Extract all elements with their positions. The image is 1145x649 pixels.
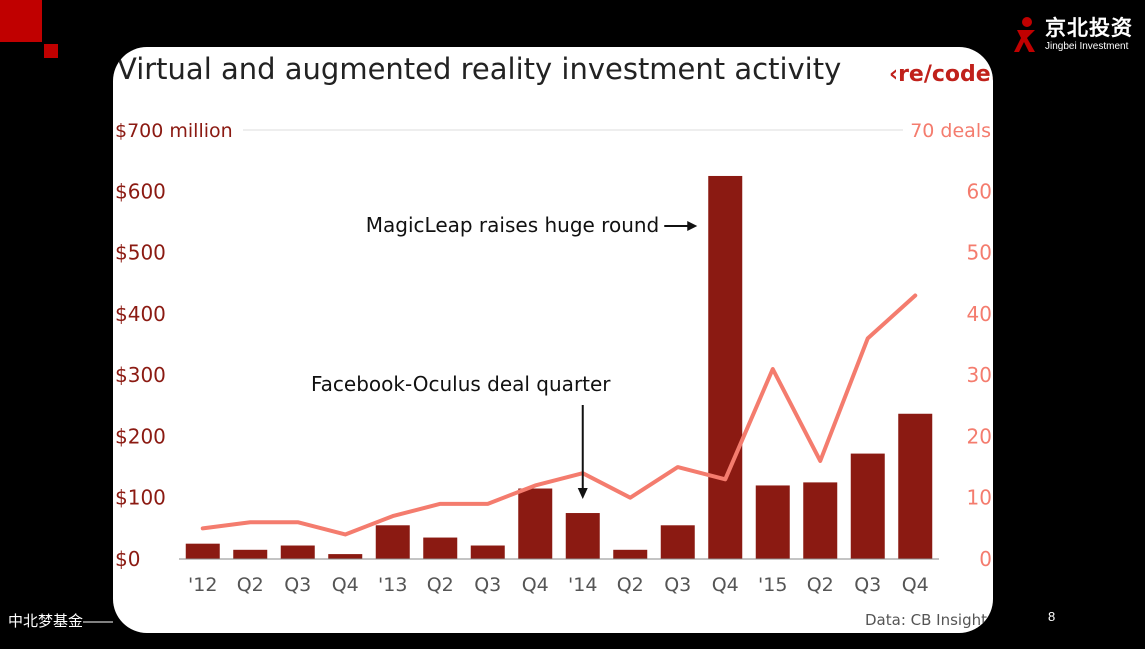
bar [565, 513, 600, 559]
logo-name-en: Jingbei Investment [1045, 41, 1129, 52]
x-tick-label: Q4 [522, 574, 549, 596]
bar [613, 549, 648, 559]
x-tick-label: Q3 [474, 574, 501, 596]
bar [850, 453, 885, 559]
bar [803, 482, 838, 559]
bar [280, 545, 315, 559]
annotation-oculus: Facebook-Oculus deal quarter [311, 372, 611, 396]
bar [470, 545, 505, 559]
footer-text: 中北梦基金—— [8, 613, 114, 630]
left-tick-label: $600 [115, 179, 166, 203]
x-tick-label: '12 [188, 574, 217, 596]
logo-mark-icon [1014, 17, 1035, 52]
annotation-magicleap: MagicLeap raises huge round [366, 213, 659, 237]
left-tick-label: $200 [115, 424, 166, 448]
x-tick-label: Q2 [807, 574, 834, 596]
bar [233, 549, 268, 559]
bar [328, 554, 363, 559]
right-axis-top-label: 70 deals [910, 120, 991, 142]
corner-block-small [44, 44, 58, 58]
x-tick-label: '15 [758, 574, 787, 596]
bar [518, 488, 553, 559]
corner-block-large [0, 0, 42, 42]
x-tick-label: '14 [568, 574, 597, 596]
brand-label: ‹re/code› [889, 62, 993, 87]
source-label: Data: CB Insights [865, 611, 993, 629]
left-tick-label: $0 [115, 547, 140, 571]
x-tick-label: Q2 [237, 574, 264, 596]
investment-chart: Virtual and augmented reality investment… [115, 52, 993, 629]
right-tick-label: 50 [967, 241, 992, 265]
left-tick-label: $500 [115, 241, 166, 265]
bar [185, 543, 220, 559]
x-tick-label: Q4 [712, 574, 739, 596]
bar [755, 485, 790, 559]
right-tick-label: 30 [967, 363, 992, 387]
right-tick-label: 60 [967, 179, 992, 203]
right-tick-label: 10 [967, 486, 992, 510]
x-tick-label: '13 [378, 574, 407, 596]
annotation-arrowhead-magicleap [687, 221, 698, 231]
chart-title: Virtual and augmented reality investment… [117, 52, 841, 86]
x-tick-label: Q3 [284, 574, 311, 596]
deals-line [200, 293, 918, 537]
page-number: 8 [1048, 609, 1056, 624]
logo-name-cn: 京北投资 [1045, 17, 1133, 40]
company-logo: 京北投资 Jingbei Investment [1013, 16, 1133, 54]
bar [375, 525, 410, 559]
x-tick-label: Q4 [332, 574, 359, 596]
left-tick-label: $100 [115, 486, 166, 510]
bar [423, 537, 458, 559]
right-tick-label: 0 [979, 547, 992, 571]
x-tick-label: Q3 [854, 574, 881, 596]
annotation-arrowhead-oculus [577, 488, 588, 499]
right-tick-label: 40 [967, 302, 992, 326]
plot-area: $700 million 70 deals $0 $100 $200 $300 $400 $5… [115, 120, 992, 596]
x-tick-label: Q3 [664, 574, 691, 596]
bar [898, 413, 933, 559]
x-tick-label: Q2 [617, 574, 644, 596]
left-tick-label: $300 [115, 363, 166, 387]
left-axis-top-label: $700 million [115, 120, 233, 142]
x-tick-label: Q2 [427, 574, 454, 596]
left-tick-label: $400 [115, 302, 166, 326]
x-tick-label: Q4 [902, 574, 929, 596]
right-tick-label: 20 [967, 424, 992, 448]
bar [708, 175, 743, 559]
bar [660, 525, 695, 559]
chart-card: Virtual and augmented reality investment… [113, 47, 993, 633]
